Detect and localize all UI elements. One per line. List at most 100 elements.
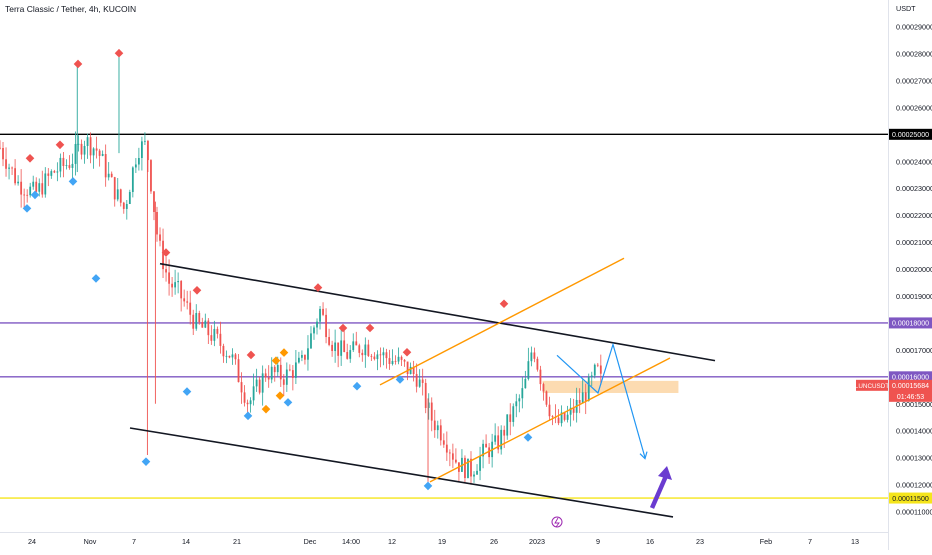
candle-body	[195, 313, 198, 329]
candle-body	[545, 391, 548, 405]
candle-body	[279, 364, 282, 380]
time-tick-label: 21	[233, 537, 241, 546]
candle-body	[542, 384, 545, 392]
candle-body	[180, 281, 183, 299]
candle-body	[35, 181, 38, 192]
candle-body	[198, 313, 201, 323]
candle-body	[451, 453, 454, 460]
candle-body	[379, 354, 382, 356]
candle-body	[572, 407, 575, 413]
candle-body	[237, 359, 240, 383]
candle-body	[596, 364, 599, 366]
pivot-high-marker	[313, 283, 323, 292]
price-tick-label: 0.00015000	[896, 400, 932, 409]
candle-body	[560, 412, 563, 424]
pivot-high-marker	[192, 285, 202, 295]
candle-body	[421, 379, 424, 383]
candle-body	[80, 143, 83, 155]
projection-path	[556, 342, 646, 458]
pivot-low-marker	[30, 190, 40, 200]
candle-body	[186, 301, 189, 303]
candle-body	[433, 420, 436, 431]
symbol-tag-label: LUNCUSDT	[855, 383, 889, 390]
candle-body	[47, 173, 50, 176]
bullish-arrow-shaft	[649, 475, 669, 509]
candle-body	[125, 204, 128, 209]
time-tick-label: 7	[808, 537, 812, 546]
price-tick-label: 0.00011000	[896, 508, 932, 517]
candle-body	[168, 272, 170, 284]
candle-body	[518, 398, 521, 402]
candle-body	[38, 183, 41, 192]
candle-body	[418, 379, 421, 387]
candle-body	[231, 354, 234, 358]
candle-body	[488, 447, 491, 458]
candle-body	[17, 181, 20, 184]
pivot-high-marker	[338, 323, 348, 333]
candle-body	[476, 470, 478, 475]
candle-body	[337, 342, 340, 356]
rising-channel-lower	[429, 357, 671, 483]
pivot-low-marker	[182, 387, 192, 396]
candle-body	[92, 148, 95, 156]
candle-body	[590, 375, 593, 378]
time-tick-label: 7	[132, 537, 136, 546]
candle-body	[599, 365, 602, 374]
pivot-high-marker	[73, 59, 83, 69]
candle-body	[343, 340, 346, 353]
price-level-tag	[889, 128, 932, 140]
candle-body	[26, 194, 29, 196]
price-level-tag-label: 0.00018000	[892, 321, 929, 328]
candle-body	[346, 352, 349, 359]
bullish-arrow-head	[658, 466, 672, 480]
candle-body	[174, 282, 177, 288]
candle-body	[89, 137, 92, 156]
time-tick-label: 26	[490, 537, 498, 546]
price-tick-label: 0.00012000	[896, 481, 932, 490]
pivot-low-marker	[523, 433, 533, 442]
time-tick-label: 9	[596, 537, 600, 546]
candle-body	[95, 148, 98, 151]
candle-body	[325, 314, 327, 338]
rising-channel-upper	[379, 257, 625, 386]
candle-body	[83, 145, 86, 155]
candle-body	[291, 370, 294, 378]
candle-body	[234, 354, 237, 360]
candle-body	[533, 352, 536, 359]
price-tick-label: 0.00027000	[896, 76, 932, 85]
candle-body	[204, 320, 207, 328]
candle-body	[370, 355, 373, 357]
time-tick-label: 12	[388, 537, 396, 546]
candle-body	[361, 352, 364, 356]
candle-body	[110, 173, 113, 178]
candle-body	[494, 435, 497, 442]
candle-body	[304, 354, 306, 360]
candle-body	[101, 154, 104, 156]
candle-body	[301, 354, 303, 358]
candle-body	[355, 341, 358, 346]
candle-body	[225, 355, 228, 357]
candle-body	[104, 154, 107, 178]
candle-body	[403, 359, 406, 362]
price-level-tag	[889, 371, 932, 383]
candle-body	[352, 341, 355, 351]
candle-body	[569, 407, 572, 415]
price-tick-label: 0.00021000	[896, 238, 932, 247]
candle-body	[482, 443, 484, 457]
candle-body	[144, 140, 146, 142]
candle-body	[122, 202, 125, 209]
price-axis-divider	[888, 0, 889, 550]
candle-body	[364, 344, 367, 356]
candle-body	[156, 212, 158, 235]
time-tick-label: 13	[851, 537, 859, 546]
candle-body	[240, 382, 243, 393]
candle-body	[147, 140, 149, 161]
pivot-low-marker	[141, 457, 151, 466]
price-tick-label: 0.00022000	[896, 211, 932, 220]
candle-body	[500, 429, 503, 450]
candle-body	[177, 281, 180, 283]
candle-body	[385, 352, 388, 359]
candle-body	[427, 402, 430, 408]
